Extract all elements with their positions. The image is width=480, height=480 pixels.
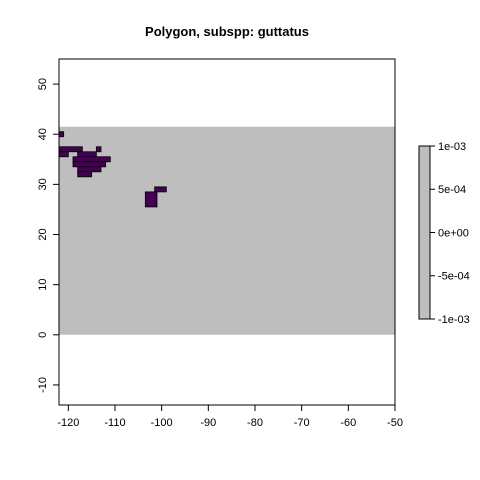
legend: 1e-03 5e-04 0e+00 -5e-04 -1e-03 [418, 141, 470, 326]
x-tick-label: -70 [294, 417, 310, 429]
y-tick-label: 10 [37, 279, 49, 291]
polygon-cell [58, 146, 83, 153]
x-tick-label: -80 [247, 417, 263, 429]
raster-background [59, 126, 395, 335]
y-tick-label: -10 [37, 377, 49, 393]
polygon-cell [58, 131, 65, 138]
legend-label: 1e-03 [438, 141, 466, 153]
polygon-cell [72, 161, 107, 168]
polygon-cell [77, 171, 93, 178]
polygon-cell [154, 186, 167, 193]
legend-label: 5e-04 [438, 184, 466, 196]
x-tick-label: -60 [340, 417, 356, 429]
legend-colorbar [418, 145, 431, 320]
polygon-cell [72, 156, 111, 163]
polygon-cell [77, 166, 102, 173]
polygon-cell [77, 151, 97, 158]
y-tick-label: 50 [37, 78, 49, 90]
y-tick-label: 30 [37, 178, 49, 190]
y-tick-label: 0 [37, 332, 49, 338]
x-tick-label: -120 [57, 417, 79, 429]
polygon-cell [95, 146, 102, 153]
y-axis: -10 0 10 20 30 40 50 [37, 78, 59, 393]
y-tick-label: 40 [37, 128, 49, 140]
polygon-cell [58, 151, 69, 158]
legend-label: -5e-04 [438, 271, 470, 283]
x-axis: -120 -110 -100 -90 -80 -70 -60 -50 [57, 405, 403, 429]
x-tick-label: -110 [104, 417, 125, 429]
chart-title: Polygon, subspp: guttatus [145, 24, 309, 39]
x-tick-label: -50 [387, 417, 403, 429]
x-tick-label: -90 [200, 417, 216, 429]
plot-frame [58, 58, 396, 406]
y-tick-label: 20 [37, 228, 49, 240]
raster-layer [59, 126, 395, 335]
x-tick-label: -100 [151, 417, 173, 429]
legend-label: 0e+00 [438, 227, 469, 239]
legend-label: -1e-03 [438, 314, 470, 326]
polygon-cell [144, 191, 158, 208]
